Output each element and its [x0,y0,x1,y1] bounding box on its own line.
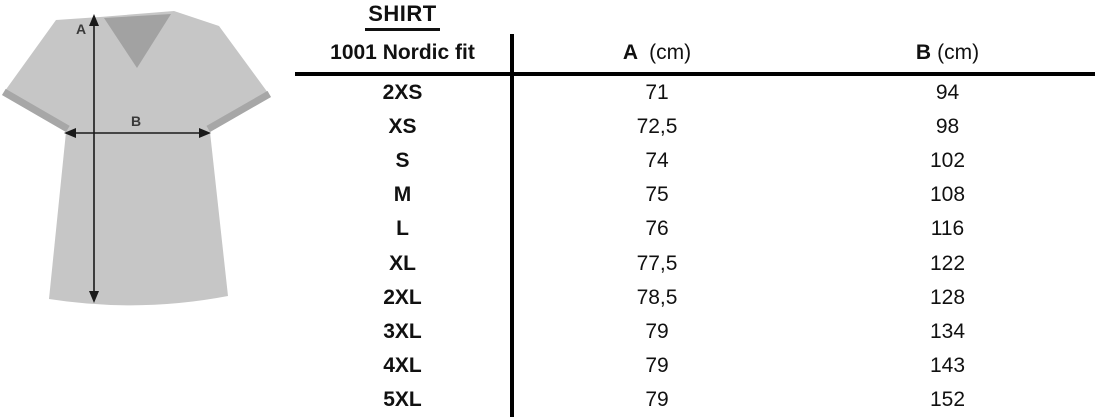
size-cell: 2XL [383,285,422,309]
header-b-unit: (cm) [937,41,980,64]
size-cell: M [393,183,412,207]
a-value-cell: 79 [510,314,800,349]
a-value-cell: 74 [510,144,800,179]
right-cuff-band [206,90,271,132]
size-cell: 4XL [383,353,422,377]
size-cell: L [396,217,409,241]
label-b: B [131,113,141,129]
shirt-diagram: A B [0,0,280,417]
a-value-cell: 75 [510,178,800,213]
left-cuff-band [2,88,70,132]
size-cell: S [395,149,410,173]
label-a: A [76,21,86,37]
size-chart-table: SHIRT 1001 Nordic fit A (cm) B (cm) 2XS … [295,0,1095,417]
b-value-cell: 152 [929,387,966,411]
a-value-cell: 72,5 [510,110,800,145]
b-value-cell: 94 [935,81,960,105]
size-cell: 3XL [383,319,422,343]
shirt-body-shape [2,11,271,306]
table-title-row: SHIRT [295,0,510,34]
b-value-cell: 102 [929,149,966,173]
vneck-inset-shape [104,14,171,68]
b-value-cell: 108 [929,183,966,207]
size-cell: 5XL [383,387,422,411]
a-value-cell: 78,5 [510,280,800,315]
header-col-a: A (cm) [510,34,800,76]
size-cell: XL [389,251,416,275]
header-model: 1001 Nordic fit [295,34,510,76]
b-value-cell: 116 [930,217,965,241]
table-title: SHIRT [365,1,440,31]
a-value-cell: 79 [510,348,800,383]
measurement-arrow-a-icon [89,14,99,303]
size-cell: XS [388,115,417,139]
a-value-cell: 71 [510,76,800,111]
b-value-cell: 128 [929,285,966,309]
a-value-cell: 79 [510,382,800,417]
size-cell: 2XS [382,81,423,105]
header-b-label: B [915,41,932,64]
header-a-unit: (cm) [649,41,692,64]
b-value-cell: 134 [929,319,966,343]
measurement-arrow-b-icon [64,128,211,138]
a-value-cell: 77,5 [510,246,800,281]
b-value-cell: 122 [929,251,966,275]
header-a-label: A [622,41,639,64]
size-grid: 1001 Nordic fit A (cm) B (cm) 2XS 71 94 … [295,34,1095,417]
a-value-cell: 76 [510,212,800,247]
b-value-cell: 98 [935,115,960,139]
header-col-b: B (cm) [800,34,1095,76]
b-value-cell: 143 [929,353,966,377]
